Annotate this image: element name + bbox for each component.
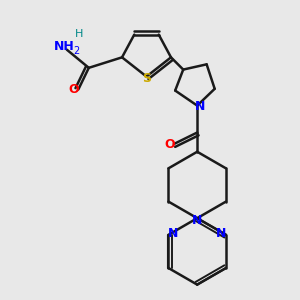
Text: N: N [194, 100, 205, 113]
Text: 2: 2 [74, 46, 80, 56]
Text: O: O [68, 83, 79, 96]
Text: H: H [75, 29, 83, 39]
Text: N: N [168, 226, 178, 239]
Text: O: O [164, 138, 175, 151]
Text: S: S [142, 72, 151, 85]
Text: N: N [192, 214, 202, 227]
Text: NH: NH [54, 40, 74, 52]
Text: N: N [216, 226, 226, 239]
